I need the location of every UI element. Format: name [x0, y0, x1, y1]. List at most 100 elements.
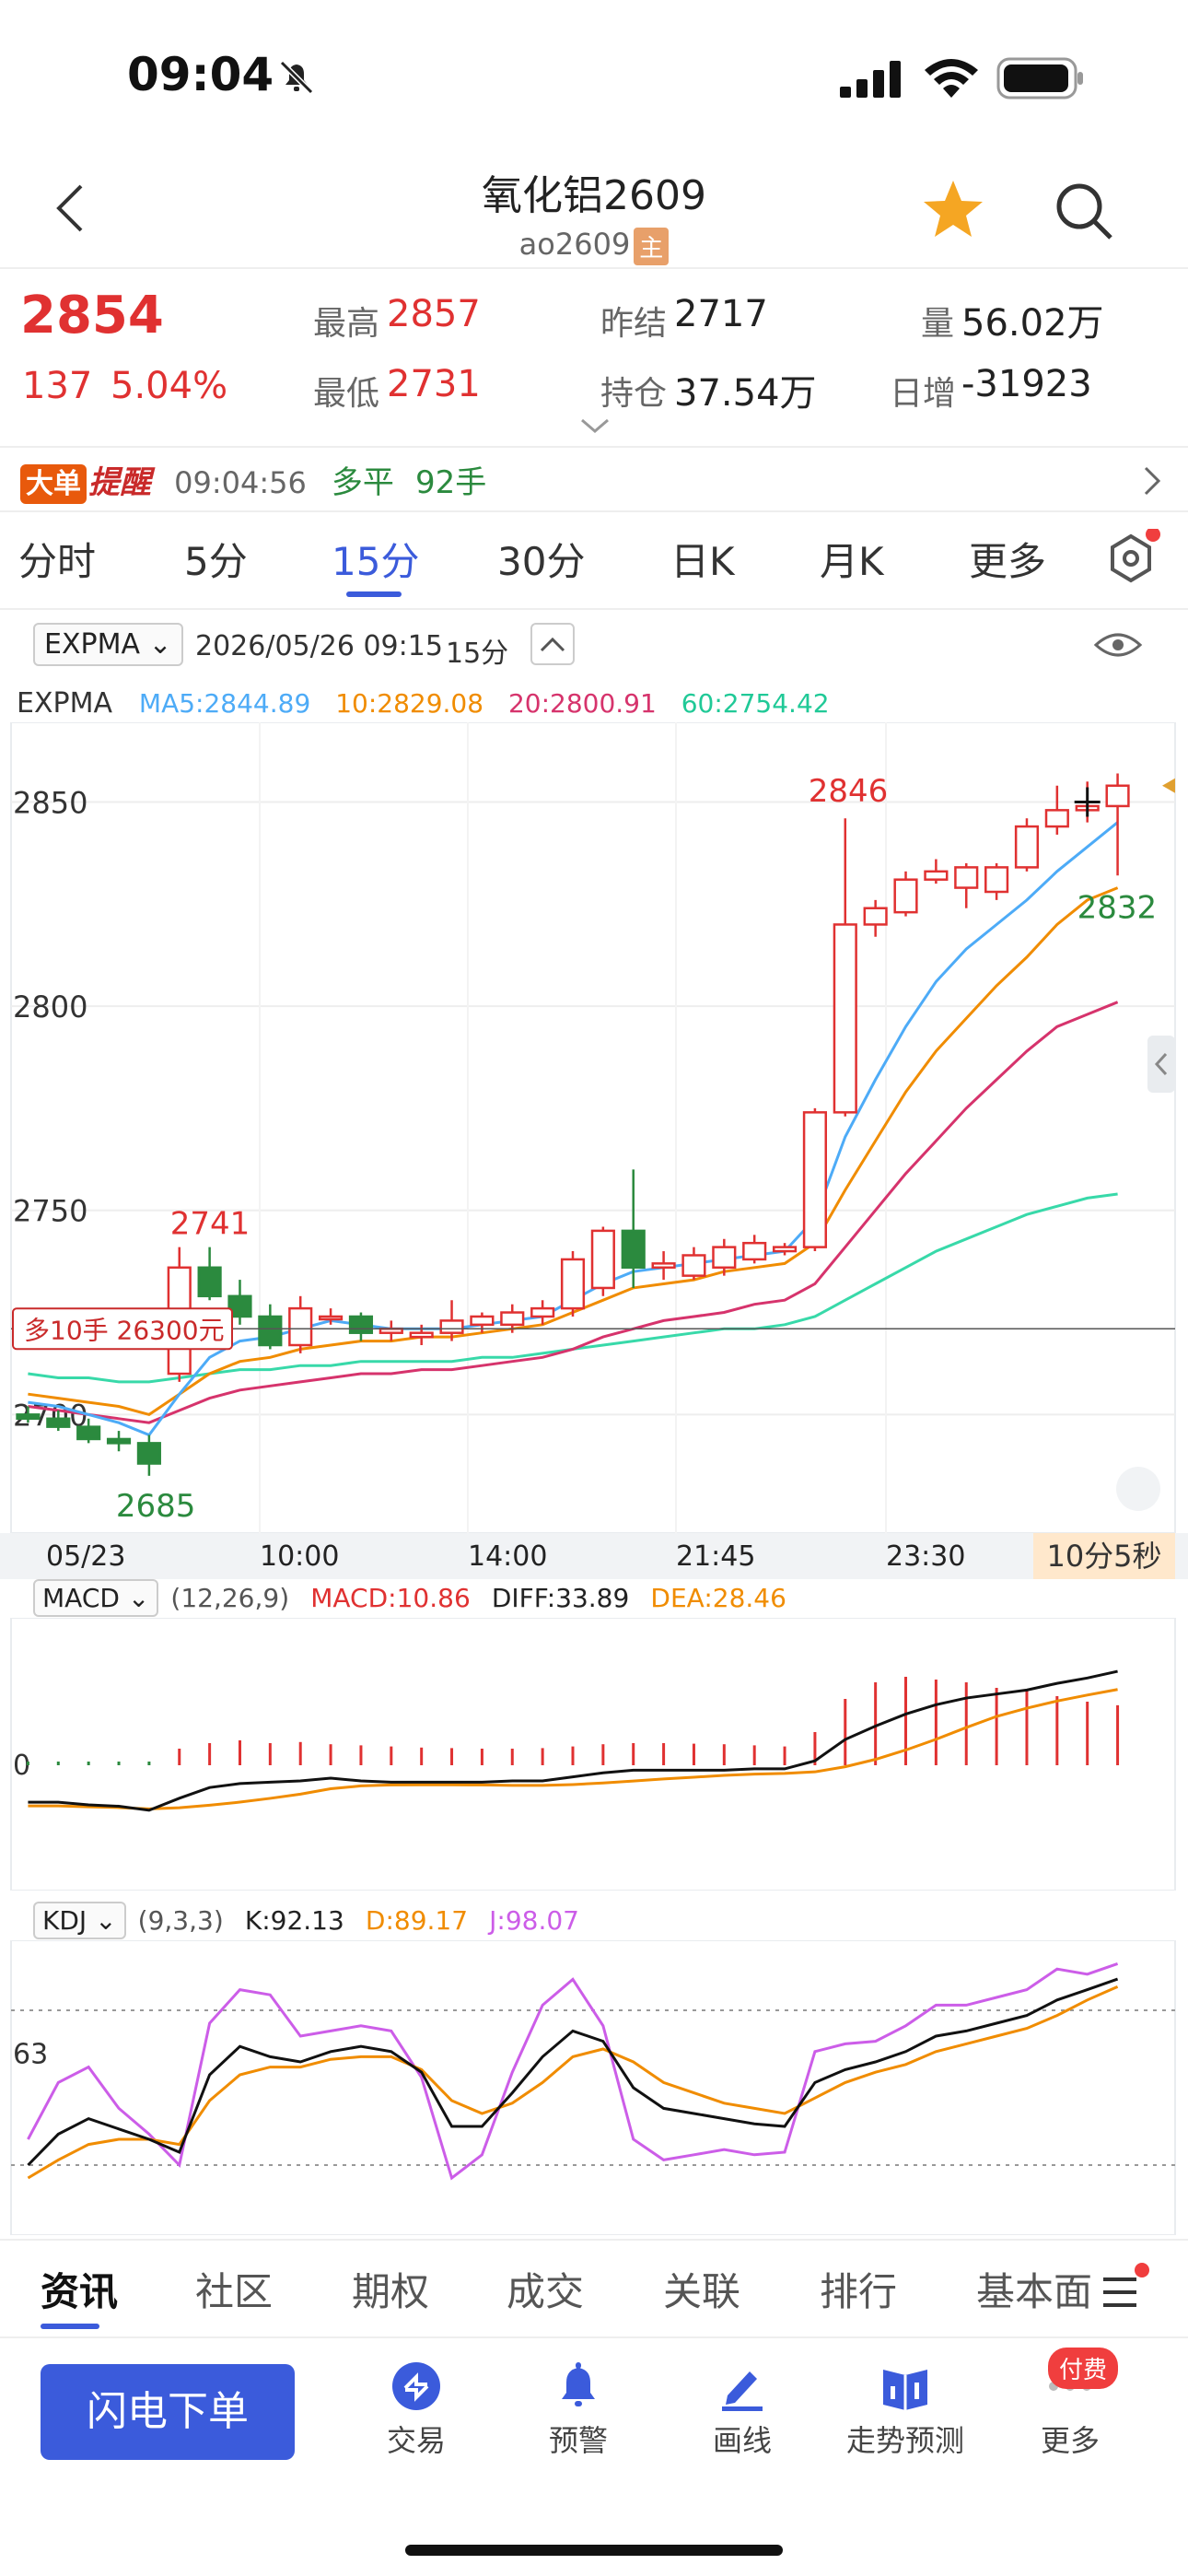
candle-down: [76, 1425, 101, 1441]
indicator-select[interactable]: EXPMA ⌄: [33, 623, 183, 666]
search-icon[interactable]: [1052, 179, 1116, 243]
kdj-frame: [10, 1940, 1176, 2235]
flash-order-button[interactable]: 闪电下单: [41, 2364, 295, 2460]
eye-icon[interactable]: [1092, 626, 1144, 663]
collapse-chart-button[interactable]: [530, 623, 575, 665]
paid-badge: 付费: [1048, 2348, 1119, 2389]
candle-up: [651, 1262, 676, 1270]
nav-forecast[interactable]: 走势预测: [836, 2359, 974, 2469]
time-axis-label: 05/23: [46, 1540, 126, 1573]
content-tab[interactable]: 基本面: [976, 2269, 1093, 2314]
candle-up: [802, 1111, 828, 1248]
content-tab[interactable]: 期权: [352, 2269, 430, 2314]
prev-settle-value: 2717: [674, 293, 768, 335]
candle-up: [1105, 784, 1130, 808]
reset-view-icon: [1116, 1467, 1160, 1511]
candle-up: [893, 878, 918, 914]
bell-muted-icon: [276, 57, 317, 98]
ma-legend: EXPMA MA5:2844.89 10:2829.08 20:2800.91 …: [17, 687, 830, 720]
order-line-tag: [12, 1307, 233, 1351]
price-pointer: [1162, 778, 1175, 793]
nav-draw[interactable]: 画线: [694, 2359, 790, 2469]
macd-chart[interactable]: 0: [0, 1618, 1188, 1891]
candle-up: [742, 1241, 767, 1261]
nav-forecast-label: 走势预测: [845, 2423, 964, 2458]
macd-select[interactable]: MACD ⌄: [33, 1579, 159, 1617]
indicator-dropdown[interactable]: EXPMA ⌄: [33, 623, 183, 666]
daily-add-label: 日增: [890, 375, 957, 413]
content-tab[interactable]: 资讯: [41, 2269, 119, 2314]
candle-down: [106, 1437, 132, 1445]
candle-up: [560, 1258, 586, 1310]
menu-icon[interactable]: [1096, 2263, 1155, 2322]
period-tab[interactable]: 日K: [670, 539, 735, 584]
candle-up: [590, 1229, 615, 1290]
trade-icon: [392, 2362, 440, 2410]
indicator-name: EXPMA: [44, 628, 141, 661]
time-axis: 05/23 10:00 14:00 21:45 23:30: [0, 1533, 1188, 1579]
settings-hexagon-icon[interactable]: [1101, 527, 1160, 588]
candle-up: [318, 1315, 344, 1321]
low-annotation: 2685: [116, 1488, 196, 1525]
macd-name: MACD: [42, 1583, 120, 1613]
kdj-params: (9,3,3): [137, 1905, 224, 1936]
alert-tag-left: 大单: [20, 464, 87, 504]
ma20-line: [28, 1001, 1119, 1424]
kdj-k: K:92.13: [244, 1905, 344, 1936]
nav-alert-label: 预警: [548, 2423, 608, 2458]
nav-trade[interactable]: 交易: [368, 2359, 464, 2469]
kdj-j-line: [27, 1961, 1119, 2181]
contract-symbol: ao2609: [518, 227, 631, 262]
big-order-alert[interactable]: 大单 提醒 09:04:56 多平 92手: [20, 457, 486, 505]
macd-frame: [10, 1618, 1176, 1891]
candle-up: [530, 1306, 555, 1318]
kdj-d-line: [27, 1985, 1119, 2180]
candle-down: [258, 1315, 283, 1347]
candle-up: [681, 1254, 706, 1277]
dea-line: [28, 1688, 1118, 1810]
price-axis-label: 2800: [13, 989, 87, 1025]
macd-zero-label: 0: [13, 1750, 30, 1782]
kdj-header: KDJ ⌄ (9,3,3) K:92.13 D:89.17 J:98.07: [33, 1902, 579, 1939]
candle-down: [197, 1266, 222, 1298]
macd-dea: DEA:28.46: [650, 1583, 786, 1613]
right-low-annotation: 2832: [1077, 889, 1158, 926]
back-icon[interactable]: [52, 181, 88, 236]
content-tab[interactable]: 成交: [507, 2269, 585, 2314]
ma10-value: 10:2829.08: [335, 688, 484, 719]
countdown-timer: 10分5秒: [1033, 1533, 1175, 1579]
contract-code: ao2609 主: [0, 227, 1188, 265]
time-axis-label: 21:45: [676, 1540, 756, 1573]
kdj-name: KDJ: [42, 1905, 87, 1936]
time-axis-bar: [0, 1533, 1188, 1579]
period-tab[interactable]: 月K: [820, 539, 884, 584]
chevron-right-icon[interactable]: [1142, 464, 1162, 498]
ma5-value: MA5:2844.89: [138, 688, 311, 719]
kdj-level-label: 63: [13, 2039, 48, 2071]
kdj-chart[interactable]: 63: [0, 1940, 1188, 2235]
content-tab[interactable]: 关联: [663, 2269, 741, 2314]
period-tab[interactable]: 分时: [18, 539, 97, 584]
time-axis-label: 23:30: [886, 1540, 966, 1573]
kdj-j: J:98.07: [489, 1905, 579, 1936]
candle-up: [772, 1246, 798, 1253]
candle-up: [984, 866, 1009, 894]
nav-alert[interactable]: 预警: [530, 2359, 626, 2469]
status-time: 09:04: [127, 48, 274, 101]
candle-up: [288, 1306, 313, 1347]
period-tab[interactable]: 15分: [332, 539, 420, 584]
expand-chevron-icon[interactable]: [580, 416, 610, 435]
open-interest-label: 持仓: [600, 375, 668, 413]
chart-datetime: 2026/05/26 09:15: [195, 630, 443, 662]
kdj-select[interactable]: KDJ ⌄: [33, 1902, 126, 1939]
favorite-star-icon[interactable]: [921, 177, 985, 241]
period-tab[interactable]: 更多: [969, 539, 1047, 584]
volume-label: 量: [921, 305, 955, 343]
period-tab[interactable]: 5分: [184, 539, 248, 584]
daily-add-value: -31923: [961, 363, 1092, 405]
content-tab[interactable]: 排行: [820, 2269, 898, 2314]
candle-down: [227, 1294, 252, 1318]
content-tab[interactable]: 社区: [195, 2269, 274, 2314]
period-tab[interactable]: 30分: [497, 539, 586, 584]
